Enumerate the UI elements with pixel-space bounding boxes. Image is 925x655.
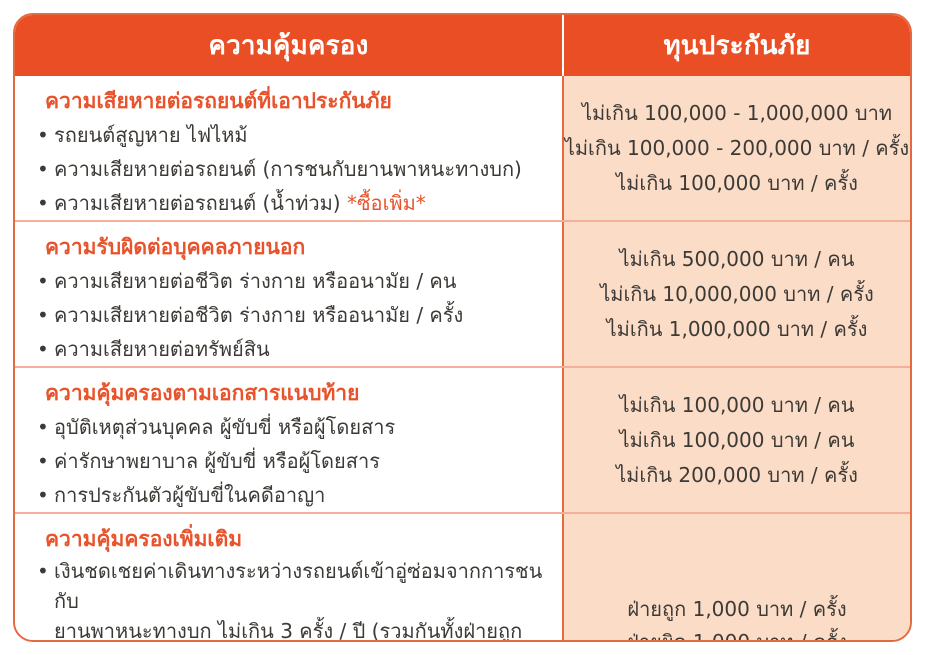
coverage-item-text: ความเสียหายต่อรถยนต์ (การชนกับยานพาหนะทา… [54,157,522,181]
sum-insured-value: ไม่เกิน 200,000 บาท / ครั้ง [616,462,858,487]
coverage-item: ความเสียหายต่อทรัพย์สิน [35,332,548,366]
sum-insured-value: ฝ่ายผิด 1,000 บาท / ครั้ง [627,629,847,642]
sum-insured-value: ไม่เกิน 100,000 บาท / ครั้ง [616,170,858,195]
coverage-item-list: อุบัติเหตุส่วนบุคคล ผู้ขับขี่ หรือผู้โดย… [35,410,548,512]
coverage-cell: ความคุ้มครองตามเอกสารแนบท้าย อุบัติเหตุส… [15,368,564,512]
coverage-item: ค่ารักษาพยาบาล ผู้ขับขี่ หรือผู้โดยสาร [35,444,548,478]
section-row-vehicle-damage: ความเสียหายต่อรถยนต์ที่เอาประกันภัย รถยน… [15,76,910,220]
coverage-item-line2: ยานพาหนะทางบก ไม่เกิน 3 ครั้ง / ปี (รวมก… [54,619,523,642]
buy-extra-note: *ซื้อเพิ่ม* [346,191,426,215]
sum-insured-cell: ไม่เกิน 500,000 บาท / คน ไม่เกิน 10,000,… [564,222,910,366]
coverage-item-text: ความเสียหายต่อทรัพย์สิน [54,337,270,361]
coverage-item: ความเสียหายต่อรถยนต์ (น้ำท่วม) *ซื้อเพิ่… [35,186,548,220]
sum-insured-value: ไม่เกิน 10,000,000 บาท / ครั้ง [600,281,874,306]
section-title: ความเสียหายต่อรถยนต์ที่เอาประกันภัย [45,89,392,113]
coverage-item: อุบัติเหตุส่วนบุคคล ผู้ขับขี่ หรือผู้โดย… [35,410,548,444]
sum-insured-value: ฝ่ายถูก 1,000 บาท / ครั้ง [627,596,847,621]
sum-insured-cell: ไม่เกิน 100,000 - 1,000,000 บาท ไม่เกิน … [564,76,910,220]
coverage-item-list: เงินชดเชยค่าเดินทางระหว่างรถยนต์เข้าอู่ซ… [35,556,548,642]
sum-insured-value: ไม่เกิน 1,000,000 บาท / ครั้ง [606,316,868,341]
header-cell-sum-insured: ทุนประกันภัย [663,31,811,61]
sum-insured-value: ไม่เกิน 100,000 บาท / คน [619,427,855,452]
sum-insured-cell: ฝ่ายถูก 1,000 บาท / ครั้ง ฝ่ายผิด 1,000 … [564,514,910,642]
coverage-cell: ความรับผิดต่อบุคคลภายนอก ความเสียหายต่อช… [15,222,564,366]
coverage-item-text: ความเสียหายต่อชีวิต ร่างกาย หรืออนามัย /… [54,303,464,327]
coverage-item-list: รถยนต์สูญหาย ไฟไหม้ ความเสียหายต่อรถยนต์… [35,118,548,220]
section-row-additional-coverage: ความคุ้มครองเพิ่มเติม เงินชดเชยค่าเดินทา… [15,512,910,642]
coverage-item: ความเสียหายต่อชีวิต ร่างกาย หรืออนามัย /… [35,298,548,332]
coverage-cell: ความคุ้มครองเพิ่มเติม เงินชดเชยค่าเดินทา… [15,514,564,642]
sum-insured-value: ไม่เกิน 500,000 บาท / คน [619,246,855,271]
sum-insured-value: ไม่เกิน 100,000 - 1,000,000 บาท [581,100,893,125]
coverage-item-text: ค่ารักษาพยาบาล ผู้ขับขี่ หรือผู้โดยสาร [54,449,380,473]
header-cell-coverage: ความคุ้มครอง [15,15,564,76]
coverage-cell: ความเสียหายต่อรถยนต์ที่เอาประกันภัย รถยน… [15,76,564,220]
section-row-third-party-liability: ความรับผิดต่อบุคคลภายนอก ความเสียหายต่อช… [15,220,910,366]
section-title: ความคุ้มครองเพิ่มเติม [45,527,243,551]
section-title: ความรับผิดต่อบุคคลภายนอก [45,235,306,259]
coverage-item-line1: เงินชดเชยค่าเดินทางระหว่างรถยนต์เข้าอู่ซ… [54,559,543,613]
coverage-item: รถยนต์สูญหาย ไฟไหม้ [35,118,548,152]
coverage-table: ความคุ้มครอง ทุนประกันภัย ความเสียหายต่อ… [13,13,912,642]
section-title: ความคุ้มครองตามเอกสารแนบท้าย [45,381,360,405]
coverage-item: การประกันตัวผู้ขับขี่ในคดีอาญา [35,478,548,512]
coverage-item-text: ความเสียหายต่อรถยนต์ (น้ำท่วม) [54,191,341,215]
section-row-endorsement-coverage: ความคุ้มครองตามเอกสารแนบท้าย อุบัติเหตุส… [15,366,910,512]
sum-insured-value: ไม่เกิน 100,000 บาท / คน [619,392,855,417]
sum-insured-value: ไม่เกิน 100,000 - 200,000 บาท / ครั้ง [564,135,910,160]
coverage-item-text: การประกันตัวผู้ขับขี่ในคดีอาญา [54,483,326,507]
sum-insured-cell: ไม่เกิน 100,000 บาท / คน ไม่เกิน 100,000… [564,368,910,512]
coverage-item: เงินชดเชยค่าเดินทางระหว่างรถยนต์เข้าอู่ซ… [35,556,548,642]
coverage-item-text: อุบัติเหตุส่วนบุคคล ผู้ขับขี่ หรือผู้โดย… [54,415,396,439]
coverage-item-text: ความเสียหายต่อชีวิต ร่างกาย หรืออนามัย /… [54,269,457,293]
table-header-row: ความคุ้มครอง ทุนประกันภัย [15,15,910,76]
coverage-item: ความเสียหายต่อชีวิต ร่างกาย หรืออนามัย /… [35,264,548,298]
coverage-item: ความเสียหายต่อรถยนต์ (การชนกับยานพาหนะทา… [35,152,548,186]
coverage-item-list: ความเสียหายต่อชีวิต ร่างกาย หรืออนามัย /… [35,264,548,366]
coverage-item-text: รถยนต์สูญหาย ไฟไหม้ [54,123,248,147]
